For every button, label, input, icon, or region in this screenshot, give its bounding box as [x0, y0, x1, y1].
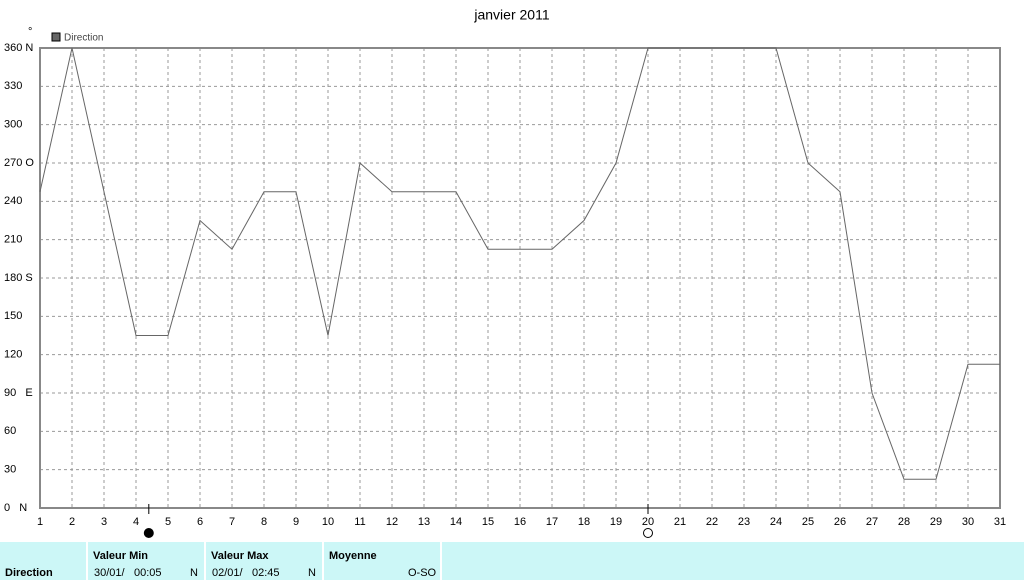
data-line — [39, 47, 1000, 480]
x-tick-label: 25 — [802, 516, 814, 528]
y-tick-label: 240 — [4, 195, 22, 207]
y-tick-label: 0 N — [4, 502, 27, 514]
x-tick-label: 9 — [293, 516, 299, 528]
x-tick-label: 5 — [165, 516, 171, 528]
y-unit: ° — [28, 26, 32, 38]
x-tick-label: 28 — [898, 516, 910, 528]
x-tick-label: 29 — [930, 516, 942, 528]
moon-marker — [143, 528, 154, 538]
x-tick-label: 30 — [962, 516, 974, 528]
mean-cell: Moyenne O-SO — [324, 542, 442, 580]
min-date: 30/01/ — [94, 567, 125, 579]
x-tick-label: 19 — [610, 516, 622, 528]
x-tick-label: 27 — [866, 516, 878, 528]
max-header: Valeur Max — [211, 550, 269, 562]
x-tick-label: 18 — [578, 516, 590, 528]
min-dir: N — [190, 567, 198, 579]
y-tick-label: 270 O — [4, 157, 34, 169]
y-tick-label: 330 — [4, 80, 22, 92]
min-header: Valeur Min — [93, 550, 149, 562]
x-tick-label: 15 — [482, 516, 494, 528]
x-tick-label: 22 — [706, 516, 718, 528]
y-tick-label: 180 S — [4, 272, 33, 284]
x-tick-label: 8 — [261, 516, 267, 528]
mean-dir: O-SO — [408, 567, 437, 579]
y-tick-label: 360 N — [4, 42, 33, 54]
x-tick-label: 2 — [69, 516, 75, 528]
stats-table: Direction Valeur Min 30/01/ 00:05 N Vale… — [0, 542, 1024, 580]
y-tick-label: 300 — [4, 119, 22, 131]
x-tick-label: 13 — [418, 516, 430, 528]
min-cell: Valeur Min 30/01/ 00:05 N — [88, 542, 206, 580]
mean-header: Moyenne — [329, 550, 377, 562]
max-time: 02:45 — [252, 567, 280, 579]
y-tick-label: 150 — [4, 310, 22, 322]
row-cell: Direction — [0, 542, 88, 580]
legend-label: Direction — [64, 33, 103, 44]
legend-swatch — [51, 32, 61, 42]
x-tick-label: 23 — [738, 516, 750, 528]
max-cell: Valeur Max 02/01/ 02:45 N — [206, 542, 324, 580]
x-tick-label: 24 — [770, 516, 782, 528]
x-tick-label: 1 — [37, 516, 43, 528]
x-tick-label: 14 — [450, 516, 462, 528]
x-tick-label: 21 — [674, 516, 686, 528]
x-tick-label: 3 — [101, 516, 107, 528]
x-tick-label: 10 — [322, 516, 334, 528]
row-label: Direction — [5, 567, 53, 579]
x-tick-label: 16 — [514, 516, 526, 528]
max-dir: N — [308, 567, 316, 579]
y-tick-label: 60 — [4, 425, 16, 437]
y-tick-label: 30 — [4, 464, 16, 476]
x-tick-label: 11 — [354, 516, 365, 528]
min-time: 00:05 — [134, 567, 162, 579]
x-tick-label: 20 — [642, 516, 654, 528]
plot-border — [39, 47, 1001, 509]
y-tick-label: 120 — [4, 349, 22, 361]
x-tick-label: 12 — [386, 516, 398, 528]
x-tick-label: 7 — [229, 516, 235, 528]
x-tick-label: 6 — [197, 516, 203, 528]
x-tick-label: 17 — [546, 516, 558, 528]
max-date: 02/01/ — [212, 567, 243, 579]
y-tick-label: 210 — [4, 234, 22, 246]
y-tick-label: 90 E — [4, 387, 33, 399]
x-tick-label: 31 — [994, 516, 1006, 528]
x-tick-label: 4 — [133, 516, 139, 528]
x-tick-label: 26 — [834, 516, 846, 528]
chart-title: janvier 2011 — [473, 7, 549, 23]
moon-marker — [643, 528, 653, 538]
